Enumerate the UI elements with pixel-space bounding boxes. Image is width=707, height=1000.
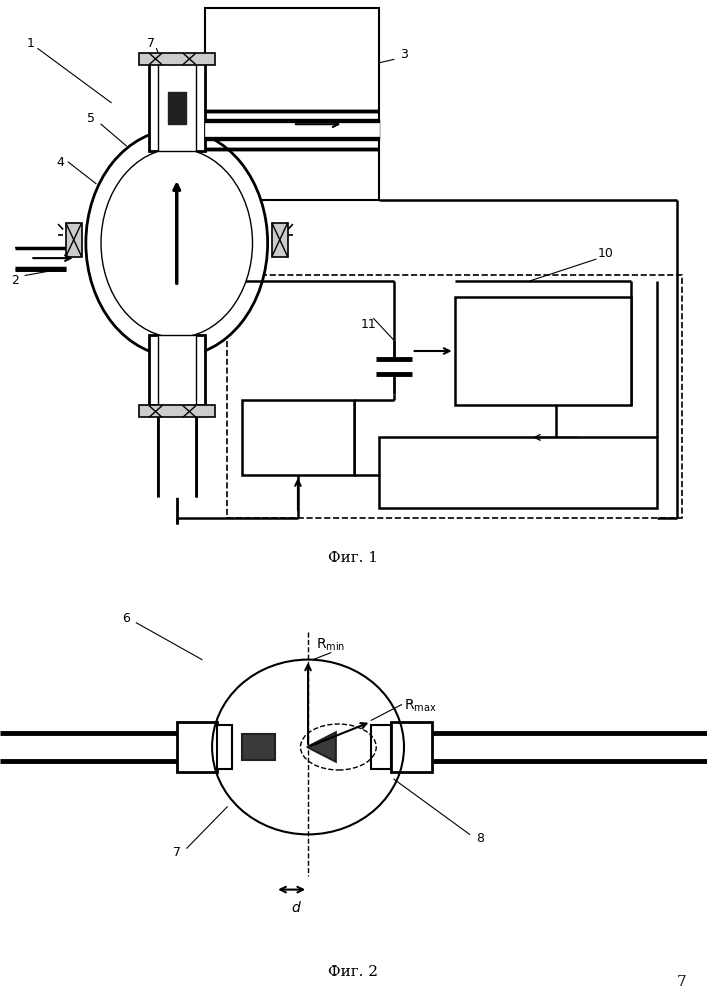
Text: 12: 12 (548, 307, 563, 320)
Bar (243, 734, 275, 760)
Polygon shape (307, 732, 336, 762)
Text: 8: 8 (223, 220, 231, 233)
Bar (217, 725, 233, 769)
Bar (379, 437, 657, 508)
Text: Фиг. 2: Фиг. 2 (329, 965, 378, 979)
Bar (204, 123, 379, 136)
Text: 7: 7 (173, 846, 181, 859)
Text: 9: 9 (163, 344, 170, 358)
Text: R$_{\rm max}$: R$_{\rm max}$ (404, 697, 437, 714)
Bar (66, 223, 82, 256)
Bar (149, 335, 204, 405)
Bar (15, 248, 66, 268)
Ellipse shape (101, 148, 252, 338)
Text: R$_{\rm min}$: R$_{\rm min}$ (315, 636, 345, 653)
Text: Фиг. 1: Фиг. 1 (329, 551, 378, 565)
Bar (139, 53, 215, 65)
Text: 3: 3 (400, 47, 408, 60)
Bar (149, 54, 204, 151)
Bar (243, 400, 354, 475)
Bar (227, 275, 682, 518)
Text: d: d (291, 901, 300, 915)
Text: 14: 14 (472, 490, 488, 503)
Text: 6: 6 (122, 612, 130, 625)
Text: 6: 6 (249, 128, 257, 141)
Text: 7: 7 (677, 975, 686, 989)
Bar (158, 335, 196, 405)
Text: 11: 11 (361, 318, 377, 330)
Bar (177, 722, 217, 772)
Bar (204, 119, 379, 140)
Bar (168, 92, 186, 124)
Bar (139, 405, 215, 417)
Text: 10: 10 (598, 247, 614, 260)
Bar (204, 8, 379, 200)
Text: 4: 4 (57, 155, 64, 168)
Bar (455, 297, 631, 405)
Bar (158, 405, 195, 497)
Bar (371, 725, 392, 769)
Ellipse shape (86, 130, 268, 356)
Text: 2: 2 (11, 274, 19, 287)
Text: 1: 1 (26, 37, 34, 50)
Text: 7: 7 (148, 37, 156, 50)
Bar (158, 54, 196, 151)
Text: 13: 13 (255, 404, 271, 417)
Bar (392, 722, 432, 772)
Text: 5: 5 (87, 112, 95, 125)
Bar (271, 223, 288, 256)
Text: 8: 8 (476, 832, 484, 846)
